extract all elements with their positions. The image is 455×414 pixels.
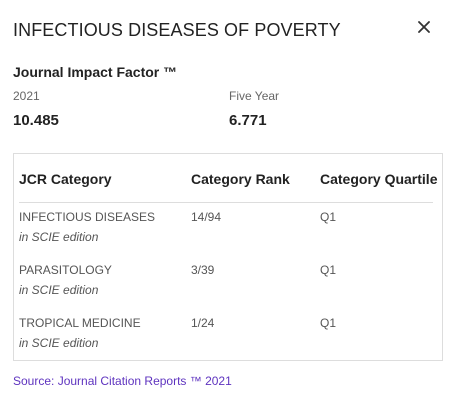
source-link[interactable]: Source: Journal Citation Reports ™ 2021	[13, 374, 232, 388]
category-edition: in SCIE edition	[19, 336, 99, 350]
category-name: TROPICAL MEDICINE	[19, 316, 141, 330]
table-row: PARASITOLOGY in SCIE edition 3/39 Q1	[14, 263, 442, 313]
category-quartile: Q1	[320, 210, 337, 224]
category-edition: in SCIE edition	[19, 230, 99, 244]
category-quartile: Q1	[320, 316, 337, 330]
impact-factor-heading: Journal Impact Factor ™	[13, 64, 178, 80]
jcr-category-table: JCR Category Category Rank Category Quar…	[13, 153, 443, 361]
table-row: TROPICAL MEDICINE in SCIE edition 1/24 Q…	[14, 316, 442, 366]
column-header-category-quartile: Category Quartile	[320, 171, 438, 187]
category-edition: in SCIE edition	[19, 283, 99, 297]
close-button[interactable]	[413, 16, 435, 38]
impact-factor-year-label: 2021	[13, 89, 40, 103]
column-header-jcr-category: JCR Category	[19, 171, 112, 187]
category-name: PARASITOLOGY	[19, 263, 112, 277]
impact-factor-value: 10.485	[13, 112, 59, 129]
table-row: INFECTIOUS DISEASES in SCIE edition 14/9…	[14, 210, 442, 260]
category-rank: 3/39	[191, 263, 215, 277]
category-rank: 14/94	[191, 210, 222, 224]
journal-title: INFECTIOUS DISEASES OF POVERTY	[13, 20, 341, 40]
close-icon	[418, 21, 430, 33]
header-divider	[19, 202, 433, 203]
category-quartile: Q1	[320, 263, 337, 277]
column-header-category-rank: Category Rank	[191, 171, 290, 187]
five-year-label: Five Year	[229, 89, 280, 103]
five-year-impact-factor-value: 6.771	[229, 112, 267, 129]
category-rank: 1/24	[191, 316, 215, 330]
category-name: INFECTIOUS DISEASES	[19, 210, 156, 224]
